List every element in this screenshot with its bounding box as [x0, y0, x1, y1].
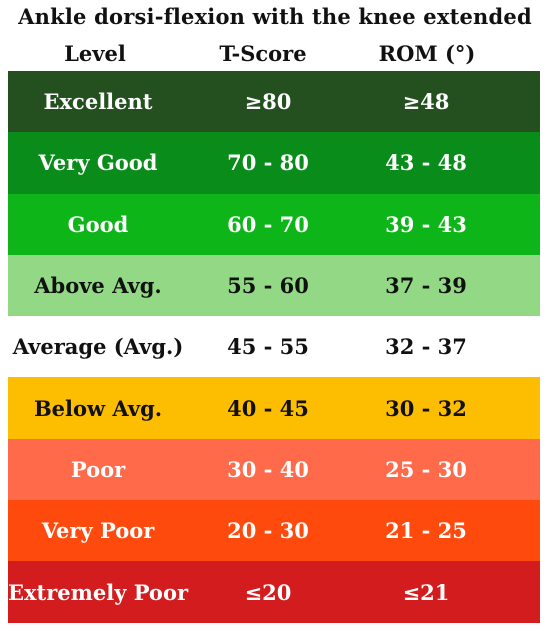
table-row-extremely-poor: Extremely Poor ≤20 ≤21 [7, 561, 540, 623]
column-header-t-score: T-Score [219, 41, 307, 66]
row-rom: ≥48 [402, 89, 450, 115]
row-level: Very Good [38, 150, 158, 176]
row-rom: 37 - 39 [385, 273, 467, 299]
table-row-very-good: Very Good 70 - 80 43 - 48 [8, 132, 540, 194]
row-t-score: ≥80 [244, 89, 292, 115]
row-level: Excellent [43, 89, 153, 115]
table-row-good: Good 60 - 70 39 - 43 [8, 193, 540, 255]
row-rom: 43 - 48 [385, 150, 467, 176]
row-t-score: ≤20 [244, 579, 292, 605]
table-row-very-poor: Very Poor 20 - 30 21 - 25 [8, 500, 540, 562]
row-rom: ≤21 [402, 579, 450, 605]
row-t-score: 70 - 80 [227, 150, 309, 176]
table-row-poor: Poor 30 - 40 25 - 30 [8, 438, 540, 501]
row-rom: 21 - 25 [385, 518, 467, 544]
row-level: Good [67, 211, 129, 237]
table-row-below-avg: Below Avg. 40 - 45 30 - 32 [8, 377, 540, 439]
column-headers: Level T-Score ROM (°) [0, 38, 550, 70]
row-level: Very Poor [41, 518, 155, 544]
row-level: Above Avg. [34, 273, 162, 299]
row-level: Average (Avg.) [12, 334, 184, 360]
table-title: Ankle dorsi-flexion with the knee extend… [18, 4, 532, 29]
row-level: Extremely Poor [7, 579, 189, 605]
row-t-score: 40 - 45 [227, 395, 309, 421]
row-level: Poor [70, 456, 126, 482]
row-t-score: 30 - 40 [227, 456, 309, 482]
column-header-level: Level [64, 41, 126, 66]
rating-table: Excellent ≥80 ≥48 Very Good 70 - 80 43 -… [8, 71, 540, 623]
table-row-excellent: Excellent ≥80 ≥48 [8, 71, 540, 133]
row-t-score: 45 - 55 [227, 334, 309, 360]
row-t-score: 60 - 70 [227, 211, 309, 237]
row-rom: 32 - 37 [385, 334, 467, 360]
table-row-average: Average (Avg.) 45 - 55 32 - 37 [8, 316, 540, 378]
table-row-above-avg: Above Avg. 55 - 60 37 - 39 [8, 254, 540, 317]
row-t-score: 20 - 30 [227, 518, 309, 544]
row-rom: 25 - 30 [385, 456, 467, 482]
row-t-score: 55 - 60 [227, 273, 309, 299]
row-rom: 30 - 32 [385, 395, 467, 421]
row-level: Below Avg. [33, 395, 163, 421]
column-header-rom: ROM (°) [378, 41, 476, 66]
row-rom: 39 - 43 [385, 211, 467, 237]
